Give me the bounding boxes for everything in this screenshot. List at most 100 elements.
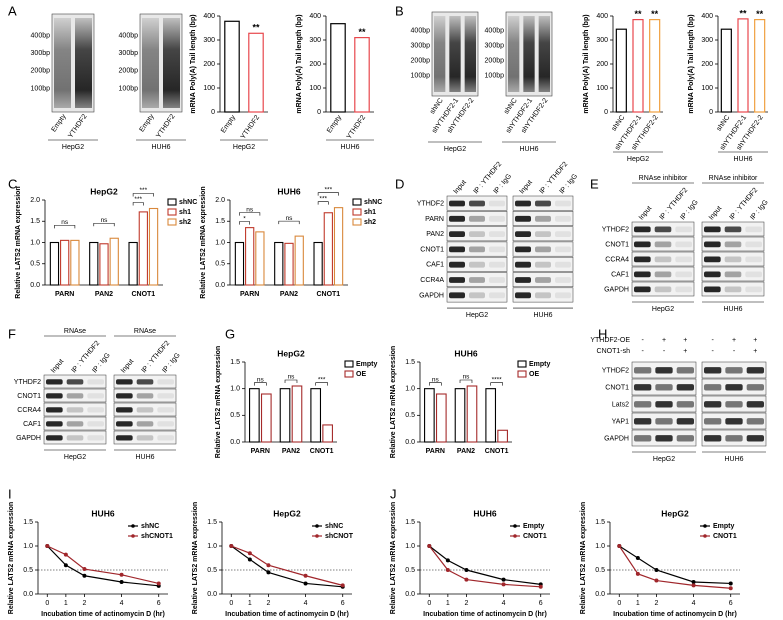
band xyxy=(745,241,762,248)
sig-bracket xyxy=(490,382,503,386)
condition-mark: - xyxy=(733,348,736,355)
band xyxy=(555,292,571,299)
cell-label: HUH6 xyxy=(151,144,170,151)
band xyxy=(489,231,505,238)
band xyxy=(116,435,133,441)
y-tick-label: 200 xyxy=(596,61,608,68)
panel-label: C xyxy=(8,176,17,191)
bar xyxy=(294,235,304,286)
row-label: CNOT1 xyxy=(420,246,444,253)
row-label: CNOT1 xyxy=(605,241,629,248)
y-axis-label: Relative LATS2 mRNA expression xyxy=(8,502,15,614)
y-tick-label: 300 xyxy=(596,37,608,44)
y-tick-label: 1.0 xyxy=(207,543,217,550)
band xyxy=(654,271,672,278)
marker-label: 100bp xyxy=(119,85,139,92)
band xyxy=(634,418,652,425)
y-tick-label: 0.5 xyxy=(23,567,33,574)
band xyxy=(675,286,692,293)
y-tick-label: 0.0 xyxy=(207,591,217,598)
legend-label: Empty xyxy=(356,361,378,368)
band xyxy=(46,379,63,385)
y-axis-label: mRNA Poly(A) Tail length (bp) xyxy=(190,14,197,113)
marker-label: 200bp xyxy=(119,68,139,75)
band xyxy=(46,407,63,413)
band xyxy=(489,277,505,283)
band xyxy=(66,407,84,413)
point xyxy=(464,577,469,582)
band xyxy=(746,367,764,374)
y-tick-label: 400 xyxy=(596,13,608,20)
blot-strip xyxy=(446,211,508,226)
band xyxy=(157,407,174,413)
y-axis-label: Relative LATS2 mRNA expression xyxy=(390,346,397,458)
y-tick-label: 0.5 xyxy=(405,412,415,419)
band xyxy=(469,292,485,299)
x-tick-label: 1 xyxy=(64,600,68,607)
bar xyxy=(754,19,766,113)
y-tick-label: 1.0 xyxy=(215,239,225,246)
y-tick-label: 1.0 xyxy=(405,386,415,393)
band xyxy=(157,393,174,399)
y-axis-label: Relative LATS2 mRNA expression xyxy=(200,186,207,298)
band xyxy=(745,286,762,293)
marker-label: 300bp xyxy=(411,42,431,49)
row-label: CNOT1 xyxy=(605,384,629,391)
bar xyxy=(310,388,322,443)
y-axis-label: Relative LATS2 mRNA expression xyxy=(215,346,222,458)
blot-strip xyxy=(701,251,765,267)
band xyxy=(654,226,672,233)
chart-title: HepG2 xyxy=(661,508,689,518)
point xyxy=(303,581,308,586)
band xyxy=(469,261,485,268)
sig-bracket xyxy=(132,202,144,206)
y-tick-label: 1.5 xyxy=(405,519,415,526)
x-tick-label: 1 xyxy=(248,600,252,607)
y-tick-label: 400 xyxy=(203,13,215,20)
band xyxy=(87,421,104,427)
significance: ** xyxy=(252,23,260,33)
bar xyxy=(424,388,435,443)
band xyxy=(535,246,551,253)
condition-mark: - xyxy=(641,348,644,355)
point xyxy=(501,582,506,587)
y-tick-label: 2.0 xyxy=(30,197,40,204)
y-tick-label: 1.5 xyxy=(30,218,40,225)
y-tick-label: 0 xyxy=(317,109,321,116)
gel-smear xyxy=(54,18,71,108)
band xyxy=(746,418,764,425)
cell-label: HepG2 xyxy=(466,312,488,319)
sig-bracket xyxy=(239,212,261,216)
chart-title: HUH6 xyxy=(277,186,300,196)
bar xyxy=(249,388,260,443)
x-tick-label: 2 xyxy=(464,600,468,607)
x-axis-label: Incubation time of actinomycin D (hr) xyxy=(423,611,547,618)
gel-smear xyxy=(464,16,476,92)
y-tick-label: 0.5 xyxy=(405,567,415,574)
x-tick-label: PAN2 xyxy=(457,448,475,455)
bar xyxy=(454,388,466,443)
point xyxy=(635,571,640,576)
blot-strip xyxy=(43,402,107,417)
condition-mark: - xyxy=(711,348,714,355)
band xyxy=(746,401,764,408)
band xyxy=(87,393,104,399)
condition-mark: + xyxy=(662,337,666,344)
band xyxy=(555,231,571,238)
y-axis-label: mRNA Poly(A) Tail length (bp) xyxy=(296,14,303,113)
band xyxy=(704,271,721,278)
band xyxy=(116,379,133,385)
legend-marker xyxy=(703,524,707,528)
band xyxy=(46,435,63,441)
legend-label: sh2 xyxy=(179,219,191,226)
band xyxy=(745,271,762,278)
significance: ns xyxy=(286,215,294,222)
legend-label: sh1 xyxy=(179,209,191,216)
row-label: CAF1 xyxy=(611,271,629,278)
legend-swatch xyxy=(167,208,177,216)
band xyxy=(676,367,694,374)
band xyxy=(704,226,721,233)
row-label: CAF1 xyxy=(426,262,444,269)
bar xyxy=(255,231,265,286)
chart-title: HepG2 xyxy=(90,186,118,196)
